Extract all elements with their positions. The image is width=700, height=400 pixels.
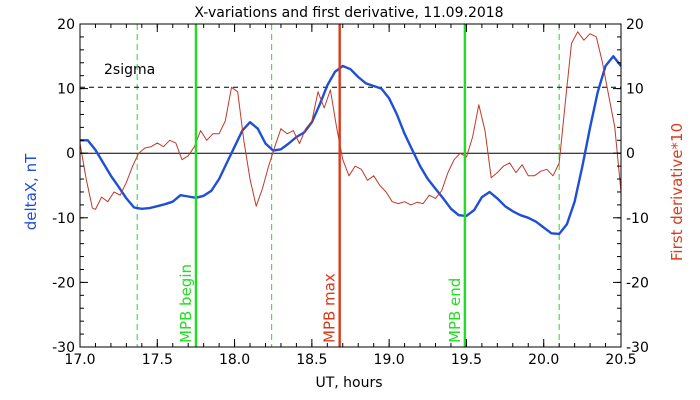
x-tick-label-1: 17.5	[142, 352, 173, 368]
y-right-tick-label-5: 20	[626, 17, 644, 33]
plot-area: MPB begin MPB max MPB end 17.0 17.5 18.0 18.5 1…	[52, 17, 649, 368]
y-axis-left-label: deltaX, nT	[22, 153, 40, 230]
x-tick-label-4: 19.0	[374, 352, 405, 368]
y-left-tick-label-3: 0	[66, 146, 75, 162]
y-right-tick-label-3: 0	[626, 146, 635, 162]
y-right-tick-label-4: 10	[626, 82, 644, 98]
plot-frame	[79, 23, 622, 348]
x-tick-label-2: 18.0	[219, 352, 250, 368]
deltax-line	[80, 55, 622, 236]
x-tick-label-7: 20.5	[605, 352, 636, 368]
y-right-tick-label-2: -10	[626, 211, 649, 227]
x-tick-label-3: 18.5	[296, 352, 327, 368]
chart-title: X-variations and first derivative, 11.09…	[194, 5, 503, 21]
y-left-tick-label-2: -10	[52, 211, 75, 227]
x-tick-label-5: 19.5	[451, 352, 482, 368]
x-axis-label: UT, hours	[315, 375, 382, 391]
y-left-tick-label-4: 10	[57, 82, 75, 98]
marker-label-2: MPB end	[446, 278, 464, 343]
marker-label-0: MPB begin	[177, 264, 195, 343]
y-axis-right-label: First derivative*10	[668, 123, 686, 261]
y-left-tick-label-5: 20	[57, 17, 75, 33]
marker-label-1: MPB max	[321, 273, 339, 343]
x-tick-label-6: 20.0	[528, 352, 559, 368]
y-right-tick-label-1: -20	[626, 275, 649, 291]
derivative-line	[79, 31, 622, 210]
x-tick-label-0: 17.0	[64, 352, 95, 368]
y-right-tick-label-0: -30	[626, 340, 649, 356]
sigma-label: 2sigma	[104, 62, 155, 78]
y-left-tick-label-0: -30	[52, 340, 75, 356]
y-left-tick-label-1: -20	[52, 275, 75, 291]
